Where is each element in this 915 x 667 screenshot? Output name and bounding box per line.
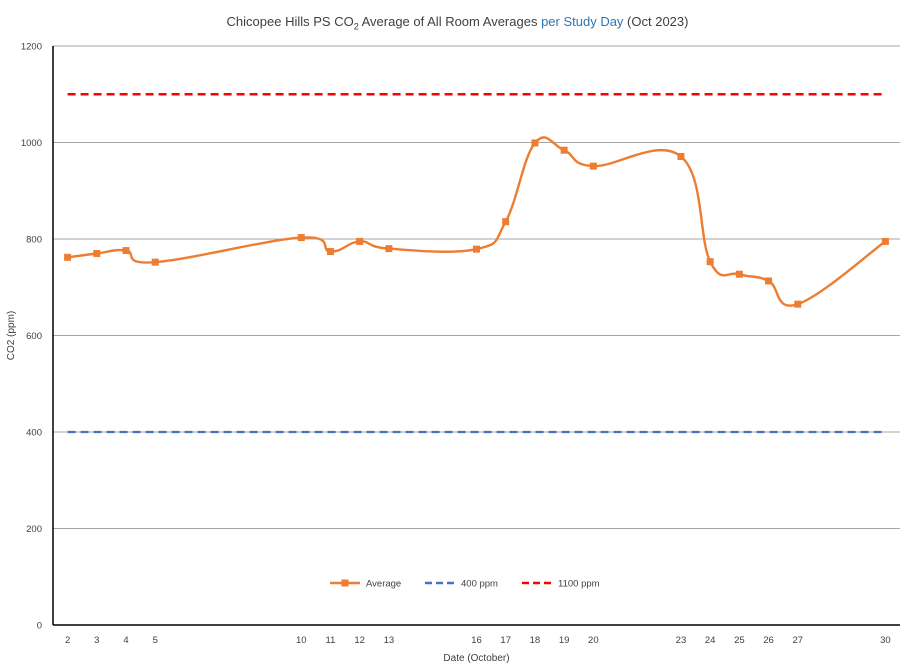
series-group	[64, 92, 889, 434]
data-point	[560, 146, 568, 154]
y-tick-label: 800	[26, 235, 42, 246]
x-axis-label: Date (October)	[443, 653, 509, 664]
chart-title: Chicopee Hills PS CO2 Average of All Roo…	[0, 14, 915, 32]
title-suffix: (Oct 2023)	[623, 14, 689, 29]
y-tick-label: 1200	[21, 42, 42, 53]
data-point	[589, 162, 597, 170]
title-middle: Average of All Room Averages	[358, 14, 542, 29]
data-point	[385, 245, 393, 253]
data-point	[735, 270, 743, 278]
data-point	[93, 249, 101, 257]
data-point	[765, 277, 773, 285]
x-tick-labels: 2 3 4 5 10 11 12 13 16 17 18 19 20 23 24 25 26 27 30	[65, 635, 891, 646]
y-tick-label: 0	[37, 621, 42, 632]
data-point	[677, 152, 685, 160]
data-point	[297, 234, 305, 242]
legend: Average 400 ppm 1100 ppm	[330, 579, 600, 590]
y-axis-label: CO2 (ppm)	[6, 311, 17, 360]
y-tick-label: 1000	[21, 138, 42, 149]
title-prefix: Chicopee Hills PS CO	[226, 14, 354, 29]
title-highlight: per Study Day	[541, 14, 624, 29]
x-tick-label: 11	[326, 635, 336, 646]
x-tick-label: 16	[471, 635, 482, 646]
data-point	[531, 139, 539, 147]
x-tick-label: 4	[123, 635, 128, 646]
x-tick-label: 3	[94, 635, 99, 646]
x-tick-label: 10	[296, 635, 307, 646]
x-tick-label: 5	[153, 635, 158, 646]
y-tick-label: 200	[26, 524, 42, 535]
x-tick-label: 27	[792, 635, 803, 646]
y-tick-label: 400	[26, 428, 42, 439]
data-point	[794, 300, 802, 308]
legend-label-400-ppm: 400 ppm	[461, 579, 498, 590]
data-point	[881, 237, 889, 245]
data-point	[151, 258, 159, 266]
title-subscript: 2	[353, 21, 359, 32]
x-tick-label: 30	[880, 635, 891, 646]
data-point	[706, 258, 714, 266]
x-tick-label: 18	[530, 635, 541, 646]
x-tick-label: 24	[705, 635, 716, 646]
data-point	[473, 245, 480, 253]
data-point	[502, 218, 510, 226]
x-tick-label: 19	[559, 635, 570, 646]
axes	[52, 46, 900, 626]
legend-label-1100-ppm: 1100 ppm	[558, 579, 600, 590]
x-tick-label: 25	[734, 635, 745, 646]
data-point	[326, 248, 334, 256]
data-point	[122, 247, 130, 255]
x-tick-label: 26	[763, 635, 774, 646]
series-line-average	[67, 136, 887, 307]
x-tick-label: 13	[384, 635, 395, 646]
x-tick-label: 20	[588, 635, 599, 646]
legend-marker-average	[341, 579, 349, 587]
data-point	[356, 237, 364, 245]
x-tick-label: 23	[676, 635, 687, 646]
x-tick-label: 2	[65, 635, 70, 646]
legend-label-average: Average	[366, 579, 401, 590]
x-tick-label: 12	[354, 635, 365, 646]
data-point	[64, 253, 72, 261]
y-tick-label: 600	[26, 331, 42, 342]
y-tick-labels: 0 200 400 600 800 1000 1200	[21, 42, 42, 632]
x-tick-label: 17	[500, 635, 511, 646]
